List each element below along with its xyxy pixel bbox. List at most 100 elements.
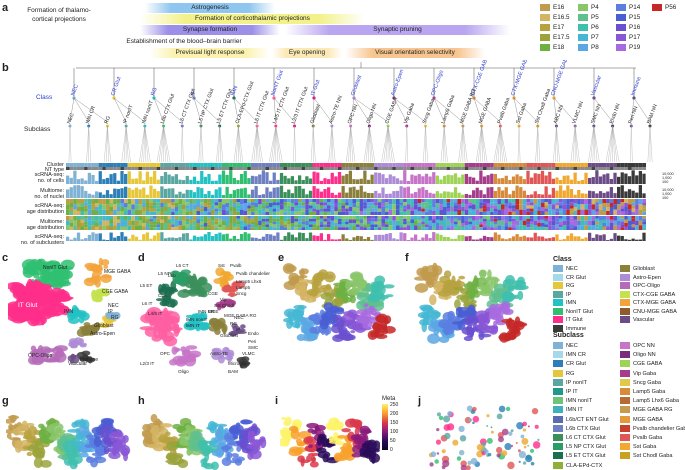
- umap-point-cloud: [336, 307, 345, 313]
- multiome-age-cell: [319, 221, 324, 225]
- rna-count-bar: [482, 176, 487, 184]
- cluster-cell: [229, 163, 233, 167]
- nt-type-cell: [218, 167, 222, 170]
- umap-point-cloud: [487, 269, 492, 279]
- rna-count-bar: [450, 175, 454, 184]
- rna-age-cell: [95, 203, 99, 207]
- umap-point-cloud: [337, 434, 347, 439]
- cluster-cell: [250, 163, 255, 167]
- umap-point-cloud: [42, 268, 50, 277]
- rna-age-cell: [544, 208, 549, 212]
- rna-age-cell: [341, 199, 346, 203]
- multiome-count-bar: [316, 188, 320, 198]
- umap-point-cloud: [30, 345, 37, 352]
- multiome-age-cell: [562, 216, 567, 221]
- multiome-count-bar: [167, 188, 171, 198]
- rna-age-cell: [624, 207, 628, 211]
- umap-point-cloud: [495, 303, 505, 308]
- umap-annotation: Glioblast: [94, 323, 114, 329]
- rna-count-bar: [366, 179, 371, 184]
- rna-age-cell: [642, 205, 646, 209]
- multiome-age-cell: [609, 226, 614, 230]
- multiome-count-bar: [591, 191, 595, 198]
- rna-age-cell: [551, 209, 556, 215]
- rna-count-bar: [613, 172, 617, 184]
- multiome-age-cell: [240, 220, 244, 226]
- dendrogram-branch: [275, 125, 279, 163]
- legend-item: Astro-Epen: [620, 273, 661, 282]
- cluster-cell: [468, 163, 472, 167]
- umap-point-cloud: [350, 330, 356, 334]
- cluster-cell: [337, 163, 342, 167]
- umap-point-cloud: [151, 424, 160, 434]
- multiome-age-cell: [424, 216, 429, 219]
- rna-count-bar: [156, 179, 160, 184]
- multiome-age-cell: [635, 220, 639, 226]
- scatter-point: [522, 461, 527, 465]
- dendrogram-branch: [144, 125, 149, 163]
- rna-count-bar: [609, 178, 614, 184]
- dendrogram-branch: [612, 125, 618, 163]
- subcluster-count-bar: [613, 233, 617, 241]
- rna-age-cell: [312, 199, 317, 203]
- subcluster-count-bar: [66, 236, 70, 241]
- panel-d-label: d: [138, 252, 145, 264]
- subcluster-count-bar: [395, 239, 400, 241]
- dendrogram-branch: [383, 125, 389, 163]
- cluster-cell: [105, 163, 110, 167]
- nt-type-cell: [588, 167, 592, 170]
- rna-age-cell: [305, 204, 309, 210]
- umap-point-cloud: [303, 330, 312, 339]
- class-label: OPC-Oligo: [430, 70, 445, 97]
- rna-count-bar: [243, 171, 247, 184]
- nt-type-cell: [450, 167, 454, 170]
- subclass-row-label: Subclass: [24, 126, 51, 133]
- umap-point-cloud: [222, 325, 227, 335]
- rna-age-cell: [602, 199, 607, 203]
- rna-age-cell: [312, 205, 317, 209]
- rna-age-cell: [598, 204, 603, 210]
- cluster-cell: [185, 163, 190, 167]
- subcluster-count-bar: [95, 233, 99, 241]
- multiome-age-cell: [624, 219, 628, 223]
- multiome-count-bar: [468, 194, 472, 198]
- multiome-age-cell: [153, 224, 157, 228]
- rna-count-bar: [392, 176, 396, 184]
- event-bar-1: Astrogenesis: [145, 3, 275, 13]
- multiome-age-cell: [584, 220, 588, 226]
- nt-type-cell: [424, 167, 429, 170]
- multiome-count-bar: [450, 192, 454, 198]
- rna-age-cell: [508, 202, 512, 206]
- multiome-age-cell: [247, 227, 251, 230]
- rna-count-bar: [504, 175, 508, 184]
- multiome-age-cell: [348, 223, 353, 227]
- rna-age-cell: [323, 208, 327, 212]
- rna-age-cell: [374, 199, 378, 203]
- rna-age-cell: [283, 205, 288, 209]
- legend-label: Sncg Gaba: [633, 379, 661, 386]
- class-label: Glioblast: [350, 74, 363, 97]
- rna-age-cell: [221, 209, 226, 215]
- class-label: Immune: [630, 76, 642, 97]
- umap-point-cloud: [91, 271, 98, 280]
- age-swatch: [540, 24, 550, 31]
- rna-age-cell: [359, 211, 364, 215]
- multiome-age-cell: [642, 216, 646, 219]
- multiome-count-bar: [211, 194, 215, 198]
- multiome-age-cell: [490, 216, 494, 219]
- multiome-count-bar: [334, 194, 338, 198]
- rna-age-cell: [508, 199, 512, 203]
- rna-count-bar: [276, 179, 280, 184]
- multiome-count-bar: [138, 189, 142, 198]
- rna-count-bar: [232, 177, 237, 184]
- scatter-point: [530, 461, 535, 466]
- cluster-cell: [464, 163, 469, 167]
- subcluster-count-bar: [145, 232, 150, 241]
- multiome-age-cell: [356, 218, 360, 222]
- multiome-age-cell: [356, 224, 360, 228]
- rna-age-cell: [515, 204, 520, 210]
- umap-point-cloud: [414, 276, 428, 281]
- legend-item: NEC: [553, 342, 578, 350]
- rna-count-bar: [537, 173, 541, 184]
- rna-age-cell: [540, 207, 545, 211]
